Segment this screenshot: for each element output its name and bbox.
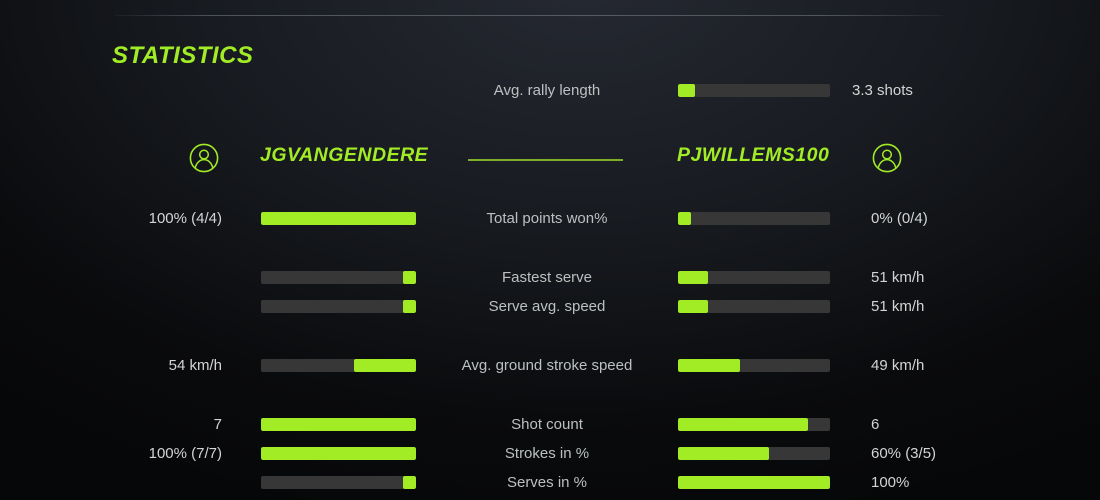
- right-player-value: 6: [871, 415, 880, 433]
- rally-label: Avg. rally length: [493, 81, 601, 99]
- stat-row-total-points: 100% (4/4) Total points won% 0% (0/4): [0, 203, 1100, 233]
- right-player-bar: [678, 299, 830, 313]
- bar-fill: [402, 475, 416, 489]
- left-player-value: 7: [213, 415, 222, 433]
- right-player-value: 60% (3/5): [871, 444, 937, 462]
- left-player-bar: [261, 211, 416, 225]
- right-player-bar: [678, 417, 830, 431]
- left-player-bar: [261, 299, 416, 313]
- stat-label: Total points won%: [486, 209, 608, 227]
- bar-fill: [678, 446, 770, 460]
- bar-fill: [261, 211, 416, 225]
- right-player-value: 51 km/h: [871, 297, 925, 315]
- bar-fill: [678, 299, 709, 313]
- rally-value: 3.3 shots: [852, 81, 913, 99]
- left-player-bar: [261, 358, 416, 372]
- right-player-avatar[interactable]: [872, 143, 902, 173]
- right-player-value: 51 km/h: [871, 268, 925, 286]
- players-divider-line: [468, 159, 623, 161]
- bar-fill: [402, 299, 416, 313]
- right-player-bar: [678, 211, 830, 225]
- stat-label: Fastest serve: [501, 268, 593, 286]
- user-icon: [872, 143, 902, 173]
- left-player-bar: [261, 417, 416, 431]
- bar-fill: [678, 358, 741, 372]
- bar-fill: [354, 358, 416, 372]
- left-player-avatar[interactable]: [189, 143, 219, 173]
- bar-fill: [261, 417, 416, 431]
- stat-label: Avg. ground stroke speed: [461, 356, 633, 374]
- right-player-bar: [678, 475, 830, 489]
- bar-fill: [678, 270, 709, 284]
- stat-row-shot-count: 7 Shot count 6: [0, 409, 1100, 439]
- left-player-bar: [261, 446, 416, 460]
- page-title: STATISTICS: [112, 42, 254, 69]
- stat-row-fastest-serve: Fastest serve 51 km/h: [0, 262, 1100, 292]
- stat-row-strokes-in: 100% (7/7) Strokes in % 60% (3/5): [0, 438, 1100, 468]
- right-player-value: 49 km/h: [871, 356, 925, 374]
- left-player-bar: [261, 270, 416, 284]
- right-player-value: 100%: [871, 473, 910, 491]
- stat-row-ground-stroke-speed: 54 km/h Avg. ground stroke speed 49 km/h: [0, 350, 1100, 380]
- stat-label: Serve avg. speed: [488, 297, 606, 315]
- left-player-value: 100% (4/4): [148, 209, 222, 227]
- bar-fill: [402, 270, 416, 284]
- avg-rally-row: Avg. rally length 3.3 shots: [0, 75, 1100, 105]
- right-player-bar: [678, 270, 830, 284]
- left-player-bar: [261, 475, 416, 489]
- top-divider-line: [115, 15, 943, 16]
- rally-bar-fill: [678, 83, 695, 97]
- bar-fill: [678, 475, 830, 489]
- right-player-bar: [678, 446, 830, 460]
- bar-fill: [261, 446, 416, 460]
- rally-bar: [678, 83, 830, 97]
- stat-row-serves-in: Serves in % 100%: [0, 467, 1100, 497]
- right-player-bar: [678, 358, 830, 372]
- left-player-name: JGVANGENDERE: [260, 144, 429, 166]
- user-icon: [189, 143, 219, 173]
- right-player-name: PJWILLEMS100: [677, 144, 830, 166]
- stat-label: Strokes in %: [504, 444, 590, 462]
- stat-label: Shot count: [511, 415, 583, 433]
- left-player-value: 100% (7/7): [148, 444, 222, 462]
- right-player-value: 0% (0/4): [871, 209, 928, 227]
- bar-fill: [678, 211, 691, 225]
- stat-label: Serves in %: [506, 473, 588, 491]
- left-player-value: 54 km/h: [168, 356, 222, 374]
- bar-fill: [678, 417, 808, 431]
- stat-row-serve-avg-speed: Serve avg. speed 51 km/h: [0, 291, 1100, 321]
